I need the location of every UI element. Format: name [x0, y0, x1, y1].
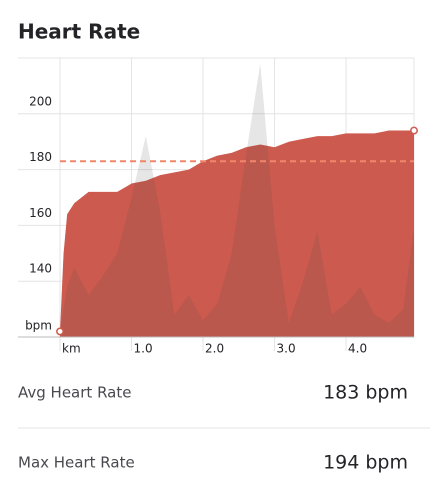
x-tick-label: 3.0 — [277, 342, 296, 356]
y-tick-label: 160 — [29, 206, 52, 220]
y-tick-label: 180 — [29, 150, 52, 164]
section-title: Heart Rate — [18, 20, 140, 44]
endpoint-marker — [56, 327, 64, 336]
x-tick-label: 4.0 — [348, 342, 367, 356]
stat-label: Avg Heart Rate — [18, 384, 131, 402]
x-tick-label: 2.0 — [205, 342, 224, 356]
x-tick-label: 1.0 — [134, 342, 153, 356]
y-tick-label: 140 — [29, 262, 52, 276]
stat-label: Max Heart Rate — [18, 454, 135, 472]
chart: bpm 140 160 180 200 km 1.0 2.0 3.0 4.0 — [18, 57, 418, 356]
stat-value: 194 bpm — [323, 452, 408, 474]
y-tick-label: bpm — [25, 319, 52, 333]
endpoint-marker — [410, 126, 418, 135]
stat-value: 183 bpm — [323, 382, 408, 404]
y-tick-label: 200 — [29, 94, 52, 108]
heart-rate-area — [60, 130, 414, 337]
overlay-area — [60, 63, 414, 337]
x-tick-label: km — [62, 342, 81, 356]
